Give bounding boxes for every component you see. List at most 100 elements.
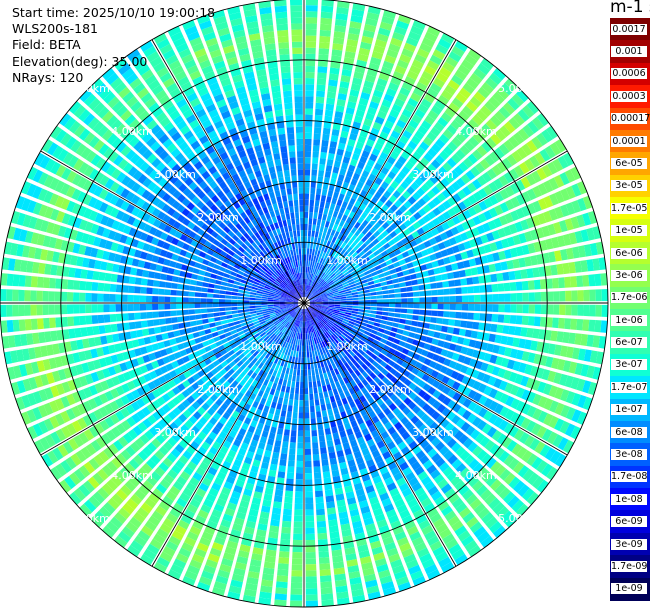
range-gate bbox=[43, 190, 54, 204]
range-gate bbox=[517, 109, 530, 122]
range-gate bbox=[417, 208, 427, 217]
range-gate bbox=[381, 125, 392, 135]
range-gate bbox=[134, 437, 145, 449]
range-gate bbox=[340, 75, 351, 83]
range-gate bbox=[121, 294, 128, 302]
range-gate bbox=[121, 213, 131, 223]
range-gate bbox=[215, 398, 224, 407]
range-gate bbox=[468, 136, 480, 148]
range-gate bbox=[442, 318, 450, 325]
range-gate bbox=[420, 183, 430, 193]
range-gate bbox=[537, 410, 548, 423]
range-gate bbox=[235, 433, 244, 442]
range-gate bbox=[158, 303, 165, 310]
range-gate bbox=[267, 537, 278, 545]
range-gate bbox=[349, 158, 358, 167]
range-gate bbox=[272, 318, 279, 323]
range-gate bbox=[365, 383, 373, 392]
range-gate bbox=[270, 314, 277, 318]
range-gate bbox=[194, 421, 204, 430]
range-gate bbox=[101, 525, 116, 539]
range-gate bbox=[456, 261, 465, 270]
range-gate bbox=[286, 304, 293, 307]
range-gate bbox=[161, 403, 172, 414]
range-gate bbox=[492, 67, 507, 81]
range-gate bbox=[304, 436, 311, 443]
range-gate bbox=[55, 129, 67, 143]
range-gate bbox=[121, 285, 129, 293]
range-gate bbox=[308, 218, 313, 225]
range-gate bbox=[186, 445, 196, 455]
range-gate bbox=[311, 312, 316, 318]
range-gate bbox=[503, 139, 515, 152]
range-gate bbox=[364, 292, 371, 297]
range-gate bbox=[118, 332, 126, 342]
range-gate bbox=[500, 510, 514, 524]
range-gate bbox=[359, 395, 367, 403]
range-gate bbox=[301, 321, 303, 328]
range-gate bbox=[262, 392, 269, 400]
range-gate bbox=[71, 173, 83, 186]
range-gate bbox=[19, 260, 28, 273]
range-gate bbox=[384, 476, 394, 486]
range-gate bbox=[342, 181, 350, 190]
range-gate bbox=[79, 304, 86, 314]
range-gate bbox=[311, 369, 315, 376]
range-gate bbox=[408, 267, 416, 275]
range-gate bbox=[393, 283, 400, 289]
range-gate bbox=[391, 493, 403, 503]
range-gate bbox=[362, 184, 371, 193]
range-gate bbox=[314, 114, 323, 122]
range-gate bbox=[206, 350, 215, 358]
range-gate bbox=[287, 308, 294, 312]
range-gate bbox=[136, 409, 146, 420]
range-gate bbox=[309, 279, 313, 286]
range-gate bbox=[154, 272, 162, 280]
range-gate bbox=[369, 153, 378, 162]
range-gate bbox=[383, 356, 391, 364]
range-gate bbox=[142, 328, 150, 337]
range-gate bbox=[305, 552, 316, 559]
range-gate bbox=[364, 391, 372, 400]
range-gate bbox=[340, 303, 347, 305]
range-gate bbox=[330, 55, 342, 63]
range-gate bbox=[343, 285, 351, 290]
range-gate bbox=[360, 386, 368, 395]
range-gate bbox=[295, 307, 301, 313]
range-gate bbox=[560, 188, 571, 202]
range-gate bbox=[72, 292, 80, 302]
range-gate bbox=[447, 79, 460, 91]
range-gate bbox=[547, 223, 557, 236]
range-gate bbox=[302, 339, 304, 346]
range-gate bbox=[306, 248, 310, 255]
range-gate bbox=[172, 502, 185, 513]
range-gate bbox=[220, 519, 232, 529]
range-gate bbox=[314, 294, 321, 298]
range-gate bbox=[312, 145, 320, 152]
range-gate bbox=[388, 402, 397, 412]
range-gate bbox=[398, 276, 405, 283]
range-gate bbox=[352, 520, 363, 529]
range-gate bbox=[307, 307, 313, 313]
range-gate bbox=[600, 320, 608, 333]
range-gate bbox=[444, 510, 457, 522]
range-gate bbox=[305, 564, 317, 571]
range-gate bbox=[226, 540, 239, 550]
range-gate bbox=[372, 507, 384, 517]
range-gate bbox=[307, 279, 311, 286]
range-gate bbox=[472, 247, 480, 257]
range-gate bbox=[393, 350, 402, 358]
range-gate bbox=[133, 348, 142, 357]
range-gate bbox=[16, 212, 26, 226]
range-gate bbox=[220, 315, 227, 321]
range-gate bbox=[347, 459, 356, 468]
range-gate bbox=[302, 309, 304, 316]
range-gate bbox=[393, 570, 407, 581]
range-gate bbox=[188, 260, 196, 267]
range-gate bbox=[104, 416, 115, 428]
range-gate bbox=[414, 542, 427, 553]
range-gate bbox=[307, 363, 311, 370]
range-gate bbox=[306, 327, 309, 334]
range-gate bbox=[304, 260, 306, 267]
range-gate bbox=[365, 223, 373, 231]
